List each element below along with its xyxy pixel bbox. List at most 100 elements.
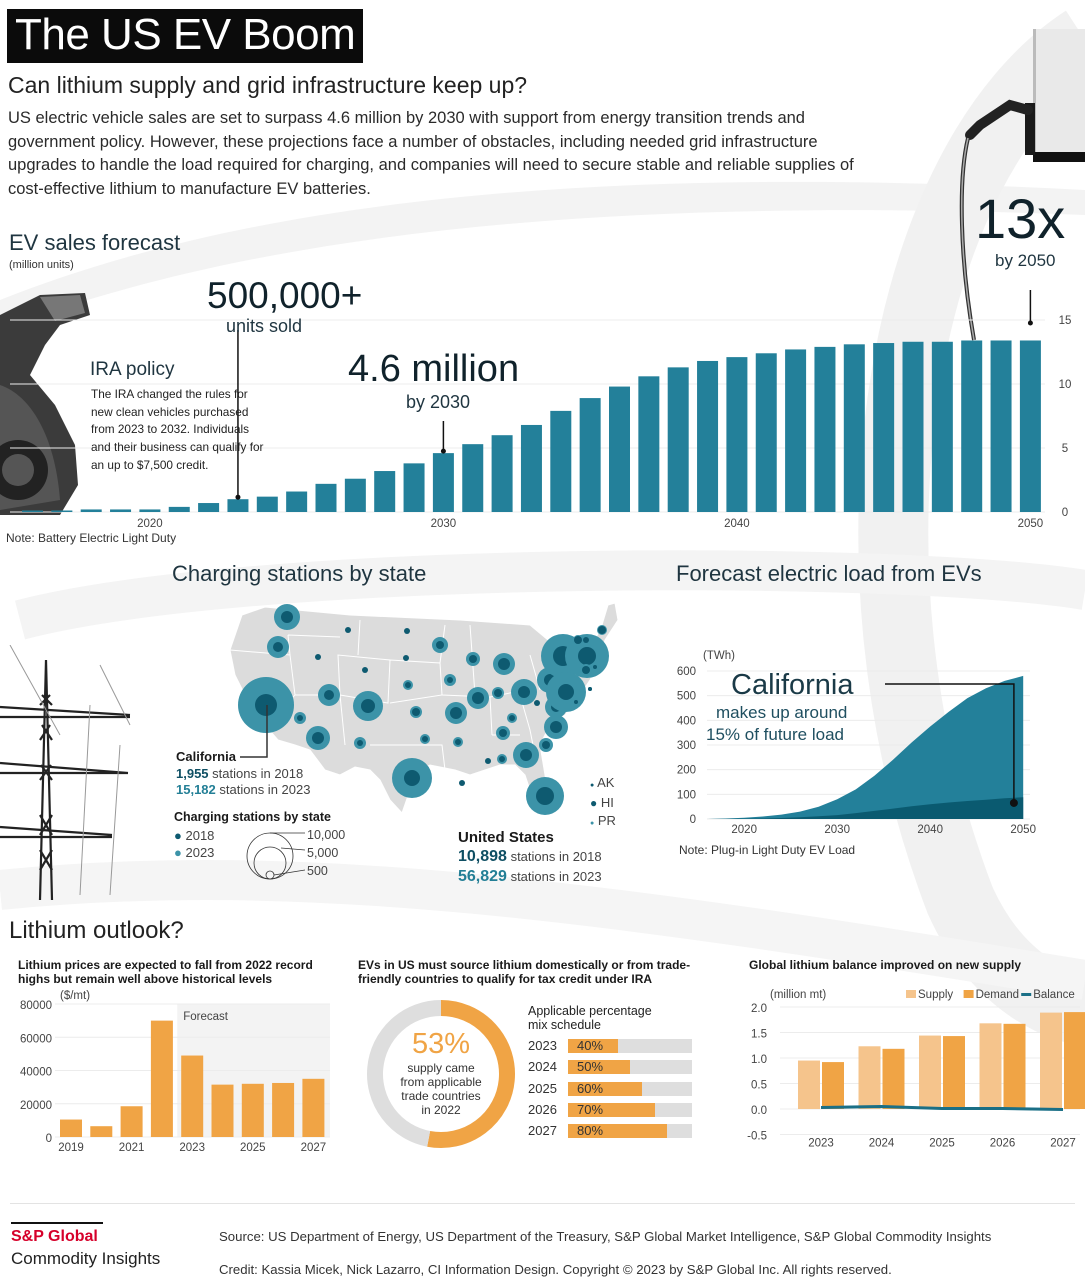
ak-label: AK	[597, 775, 615, 790]
y-tick-label: 40000	[20, 1067, 52, 1079]
annotation-ira-text: The IRA changed the rules for new clean …	[91, 387, 264, 472]
y-tick-label: 1.0	[751, 1054, 767, 1066]
bubble-2018	[520, 749, 532, 761]
footer-divider	[10, 1203, 1075, 1204]
california-2023: 15,182 stations in 2023	[176, 782, 310, 797]
legend-label-supply: Supply	[918, 989, 953, 1001]
pr-dot: ●	[590, 820, 595, 827]
bar-2040	[726, 357, 748, 512]
bar-2042	[785, 349, 807, 512]
bubble-2018	[499, 729, 507, 737]
logo-sp-global: S&P Global	[11, 1228, 98, 1245]
bar-2045	[873, 343, 895, 512]
bubble-2018	[472, 692, 484, 704]
bubble-2018	[297, 715, 303, 721]
bubble-2018	[422, 736, 428, 742]
supply-bar-2023	[798, 1060, 820, 1109]
x-tick-label: 2025	[929, 1138, 955, 1150]
schedule-row: 2027 80%	[528, 1122, 698, 1143]
map-bubbles	[238, 604, 609, 815]
y-tick-label: -0.5	[747, 1131, 767, 1143]
bubble-2018	[404, 770, 420, 786]
x-tick-label: 2023	[179, 1142, 205, 1154]
x-tick-label: 2020	[731, 824, 757, 836]
y-tick-label: 300	[677, 740, 696, 752]
y-axis-unit: (TWh)	[703, 650, 735, 662]
y-tick-label: 2.0	[751, 1003, 767, 1015]
donut-caption-line: from applicable	[400, 1075, 482, 1089]
bar-2019	[60, 1119, 82, 1137]
y-tick-label: 80000	[20, 1000, 52, 1012]
bar-2043	[814, 346, 836, 512]
demand-bar-2023	[822, 1062, 844, 1109]
bubble-2018	[273, 642, 283, 652]
bubble-2018	[494, 689, 502, 697]
x-tick-label: 2027	[301, 1142, 327, 1154]
annotation-13x-label: by 2050	[995, 251, 1056, 270]
x-tick-label: 2021	[119, 1142, 145, 1154]
ev-sales-note: Note: Battery Electric Light Duty	[6, 531, 177, 545]
supply-bar-2024	[858, 1046, 881, 1109]
size-legend	[246, 832, 305, 880]
annotation-46m-label: by 2030	[406, 392, 471, 412]
price-chart-heading: Lithium prices are expected to fall from…	[18, 958, 313, 986]
demand-bar-2024	[882, 1048, 905, 1109]
size-legend-10000: 10,000	[307, 828, 346, 842]
schedule-percent: 50%	[577, 1059, 604, 1075]
legend-swatch-demand	[963, 990, 974, 998]
size-legend-5000: 5,000	[307, 846, 339, 860]
schedule-title-line: mix schedule	[528, 1018, 601, 1032]
x-tick-label: 2040	[724, 518, 750, 530]
schedule-track: 50%	[568, 1059, 692, 1075]
schedule-title: Applicable percentage mix schedule	[528, 1004, 652, 1032]
legend-2023-dot: ●	[174, 845, 182, 860]
bar-2025	[286, 491, 308, 512]
schedule-year: 2025	[528, 1080, 557, 1096]
annotation-13x-value: 13x	[975, 187, 1066, 250]
y-tick-label: 60000	[20, 1033, 52, 1045]
schedule-fill: 40%	[568, 1038, 618, 1053]
legend-label-balance: Balance	[1033, 989, 1075, 1001]
bar-2033	[520, 424, 542, 512]
x-tick-label: 2030	[431, 518, 457, 530]
legend-2018-label: 2018	[185, 828, 215, 843]
bar-2024	[256, 496, 278, 512]
map-title: Charging stations by state	[172, 561, 427, 586]
territories-legend: ● AK ● HI ● PR	[590, 774, 616, 832]
bar-2016	[22, 510, 43, 512]
bubble-2018	[315, 654, 321, 660]
bar-2022	[150, 1020, 173, 1137]
schedule-track: 40%	[568, 1038, 692, 1053]
bar-2023	[227, 499, 249, 512]
us-2023-count: 56,829	[458, 868, 507, 885]
schedule-row: 2026 70%	[528, 1101, 698, 1122]
schedule-fill: 70%	[568, 1101, 655, 1117]
annotation-dot	[235, 494, 241, 500]
map-legend-title: Charging stations by state	[174, 810, 331, 824]
page-title: The US EV Boom	[7, 9, 364, 63]
lithium-title: Lithium outlook?	[9, 917, 184, 944]
y-tick-label: 0	[1062, 507, 1068, 519]
ira-donut-chart	[367, 1000, 515, 1148]
footer-source: Source: US Department of Energy, US Depa…	[219, 1229, 992, 1244]
bubble-2018	[574, 700, 578, 704]
bubble-2018	[412, 708, 420, 716]
x-tick-label: 2024	[869, 1138, 895, 1150]
x-tick-label: 2025	[240, 1142, 266, 1154]
bubble-2018	[312, 732, 324, 744]
area-total	[707, 675, 1024, 819]
size-legend-500: 500	[307, 864, 328, 878]
annotation-ira-title: IRA policy	[90, 359, 175, 380]
schedule-percent: 70%	[577, 1101, 604, 1117]
bubble-2018	[459, 780, 465, 786]
schedule-row: 2023 40%	[528, 1037, 698, 1058]
donut-caption-line: in 2022	[421, 1103, 461, 1117]
demand-bar-2025	[943, 1036, 965, 1109]
bar-2026	[272, 1082, 295, 1137]
us-total-label: United States	[458, 829, 554, 846]
schedule-percent: 80%	[577, 1123, 604, 1139]
x-tick-label: 2027	[1050, 1138, 1076, 1150]
legend-2018-dot: ●	[174, 828, 182, 843]
x-tick-label: 2030	[824, 824, 850, 836]
bar-2049	[990, 340, 1012, 512]
